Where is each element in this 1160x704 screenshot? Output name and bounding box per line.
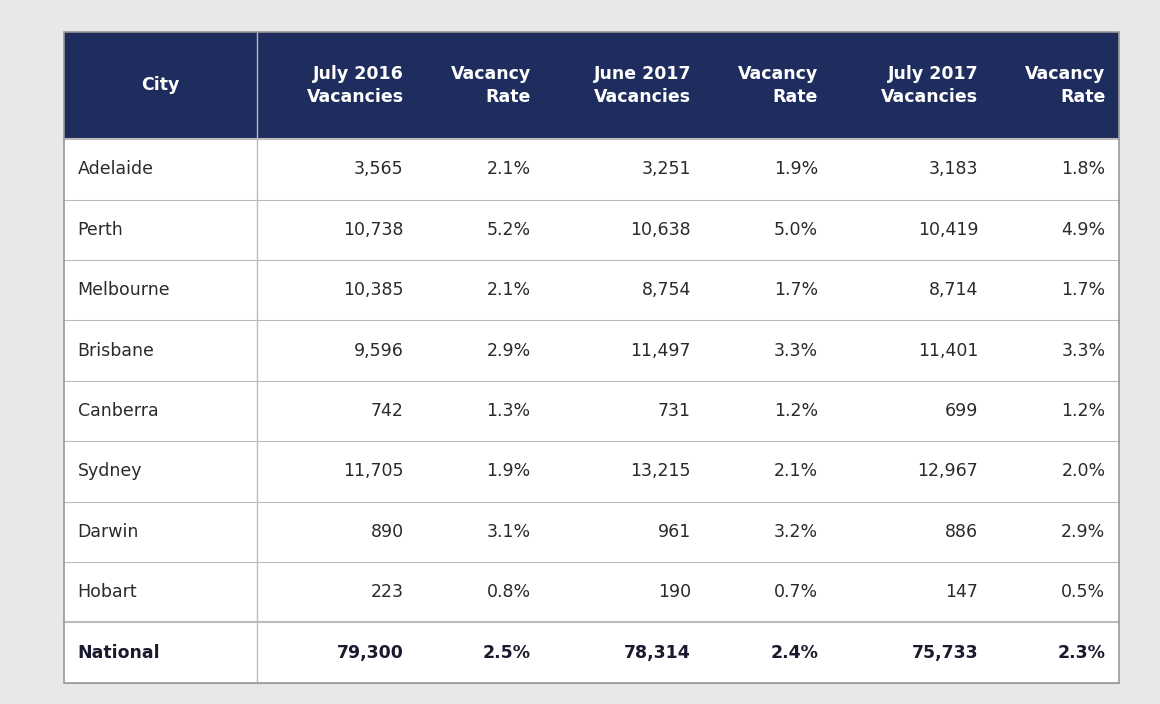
Text: 1.9%: 1.9% [486, 463, 531, 480]
Text: 2.9%: 2.9% [486, 341, 531, 360]
Text: 2.5%: 2.5% [483, 643, 531, 662]
Text: 8,754: 8,754 [641, 281, 691, 299]
Text: 10,419: 10,419 [918, 221, 978, 239]
Text: July 2017
Vacancies: July 2017 Vacancies [882, 65, 978, 106]
Text: 4.9%: 4.9% [1061, 221, 1105, 239]
Text: 1.2%: 1.2% [1061, 402, 1105, 420]
Text: 3,565: 3,565 [354, 161, 404, 178]
Text: 731: 731 [658, 402, 691, 420]
Text: 75,733: 75,733 [912, 643, 978, 662]
Text: 2.3%: 2.3% [1058, 643, 1105, 662]
Text: 2.9%: 2.9% [1061, 523, 1105, 541]
Text: 886: 886 [945, 523, 978, 541]
Text: 2.4%: 2.4% [770, 643, 818, 662]
Text: 0.5%: 0.5% [1061, 583, 1105, 601]
Bar [64, 32, 1119, 139]
Text: 699: 699 [945, 402, 978, 420]
Text: 2.1%: 2.1% [486, 161, 531, 178]
Text: 78,314: 78,314 [624, 643, 691, 662]
Text: Darwin: Darwin [78, 523, 139, 541]
Text: City: City [142, 77, 180, 94]
Text: 890: 890 [370, 523, 404, 541]
Text: Melbourne: Melbourne [78, 281, 171, 299]
Text: 1.7%: 1.7% [1061, 281, 1105, 299]
Text: 0.8%: 0.8% [486, 583, 531, 601]
Text: 79,300: 79,300 [336, 643, 404, 662]
Text: Sydney: Sydney [78, 463, 143, 480]
Text: 1.8%: 1.8% [1061, 161, 1105, 178]
Text: 223: 223 [370, 583, 404, 601]
Text: 1.7%: 1.7% [774, 281, 818, 299]
Text: 13,215: 13,215 [631, 463, 691, 480]
Text: 0.7%: 0.7% [774, 583, 818, 601]
Text: 742: 742 [371, 402, 404, 420]
Text: 11,497: 11,497 [631, 341, 691, 360]
Text: Hobart: Hobart [78, 583, 137, 601]
Text: 11,705: 11,705 [343, 463, 404, 480]
Text: Perth: Perth [78, 221, 123, 239]
Text: 9,596: 9,596 [354, 341, 404, 360]
Text: 11,401: 11,401 [918, 341, 978, 360]
Text: Vacancy
Rate: Vacancy Rate [450, 65, 531, 106]
Text: 1.2%: 1.2% [774, 402, 818, 420]
Text: Vacancy
Rate: Vacancy Rate [1025, 65, 1105, 106]
Text: 1.3%: 1.3% [486, 402, 531, 420]
Text: Adelaide: Adelaide [78, 161, 154, 178]
Text: 8,714: 8,714 [929, 281, 978, 299]
Text: 3,183: 3,183 [929, 161, 978, 178]
Text: 147: 147 [945, 583, 978, 601]
Text: 3.3%: 3.3% [1061, 341, 1105, 360]
Text: Brisbane: Brisbane [78, 341, 154, 360]
Text: 3.3%: 3.3% [774, 341, 818, 360]
Text: 5.0%: 5.0% [774, 221, 818, 239]
Text: 1.9%: 1.9% [774, 161, 818, 178]
Text: 2.1%: 2.1% [486, 281, 531, 299]
Text: 3.1%: 3.1% [486, 523, 531, 541]
Text: June 2017
Vacancies: June 2017 Vacancies [594, 65, 691, 106]
Text: 2.1%: 2.1% [774, 463, 818, 480]
Text: 3.2%: 3.2% [774, 523, 818, 541]
Text: Canberra: Canberra [78, 402, 159, 420]
Text: Vacancy
Rate: Vacancy Rate [738, 65, 818, 106]
Text: 2.0%: 2.0% [1061, 463, 1105, 480]
Text: 5.2%: 5.2% [486, 221, 531, 239]
Text: 10,738: 10,738 [343, 221, 404, 239]
Text: 190: 190 [658, 583, 691, 601]
Text: July 2016
Vacancies: July 2016 Vacancies [306, 65, 404, 106]
Text: National: National [78, 643, 160, 662]
Text: 10,385: 10,385 [343, 281, 404, 299]
Text: 12,967: 12,967 [918, 463, 978, 480]
Text: 3,251: 3,251 [641, 161, 691, 178]
Text: 961: 961 [658, 523, 691, 541]
Text: 10,638: 10,638 [630, 221, 691, 239]
